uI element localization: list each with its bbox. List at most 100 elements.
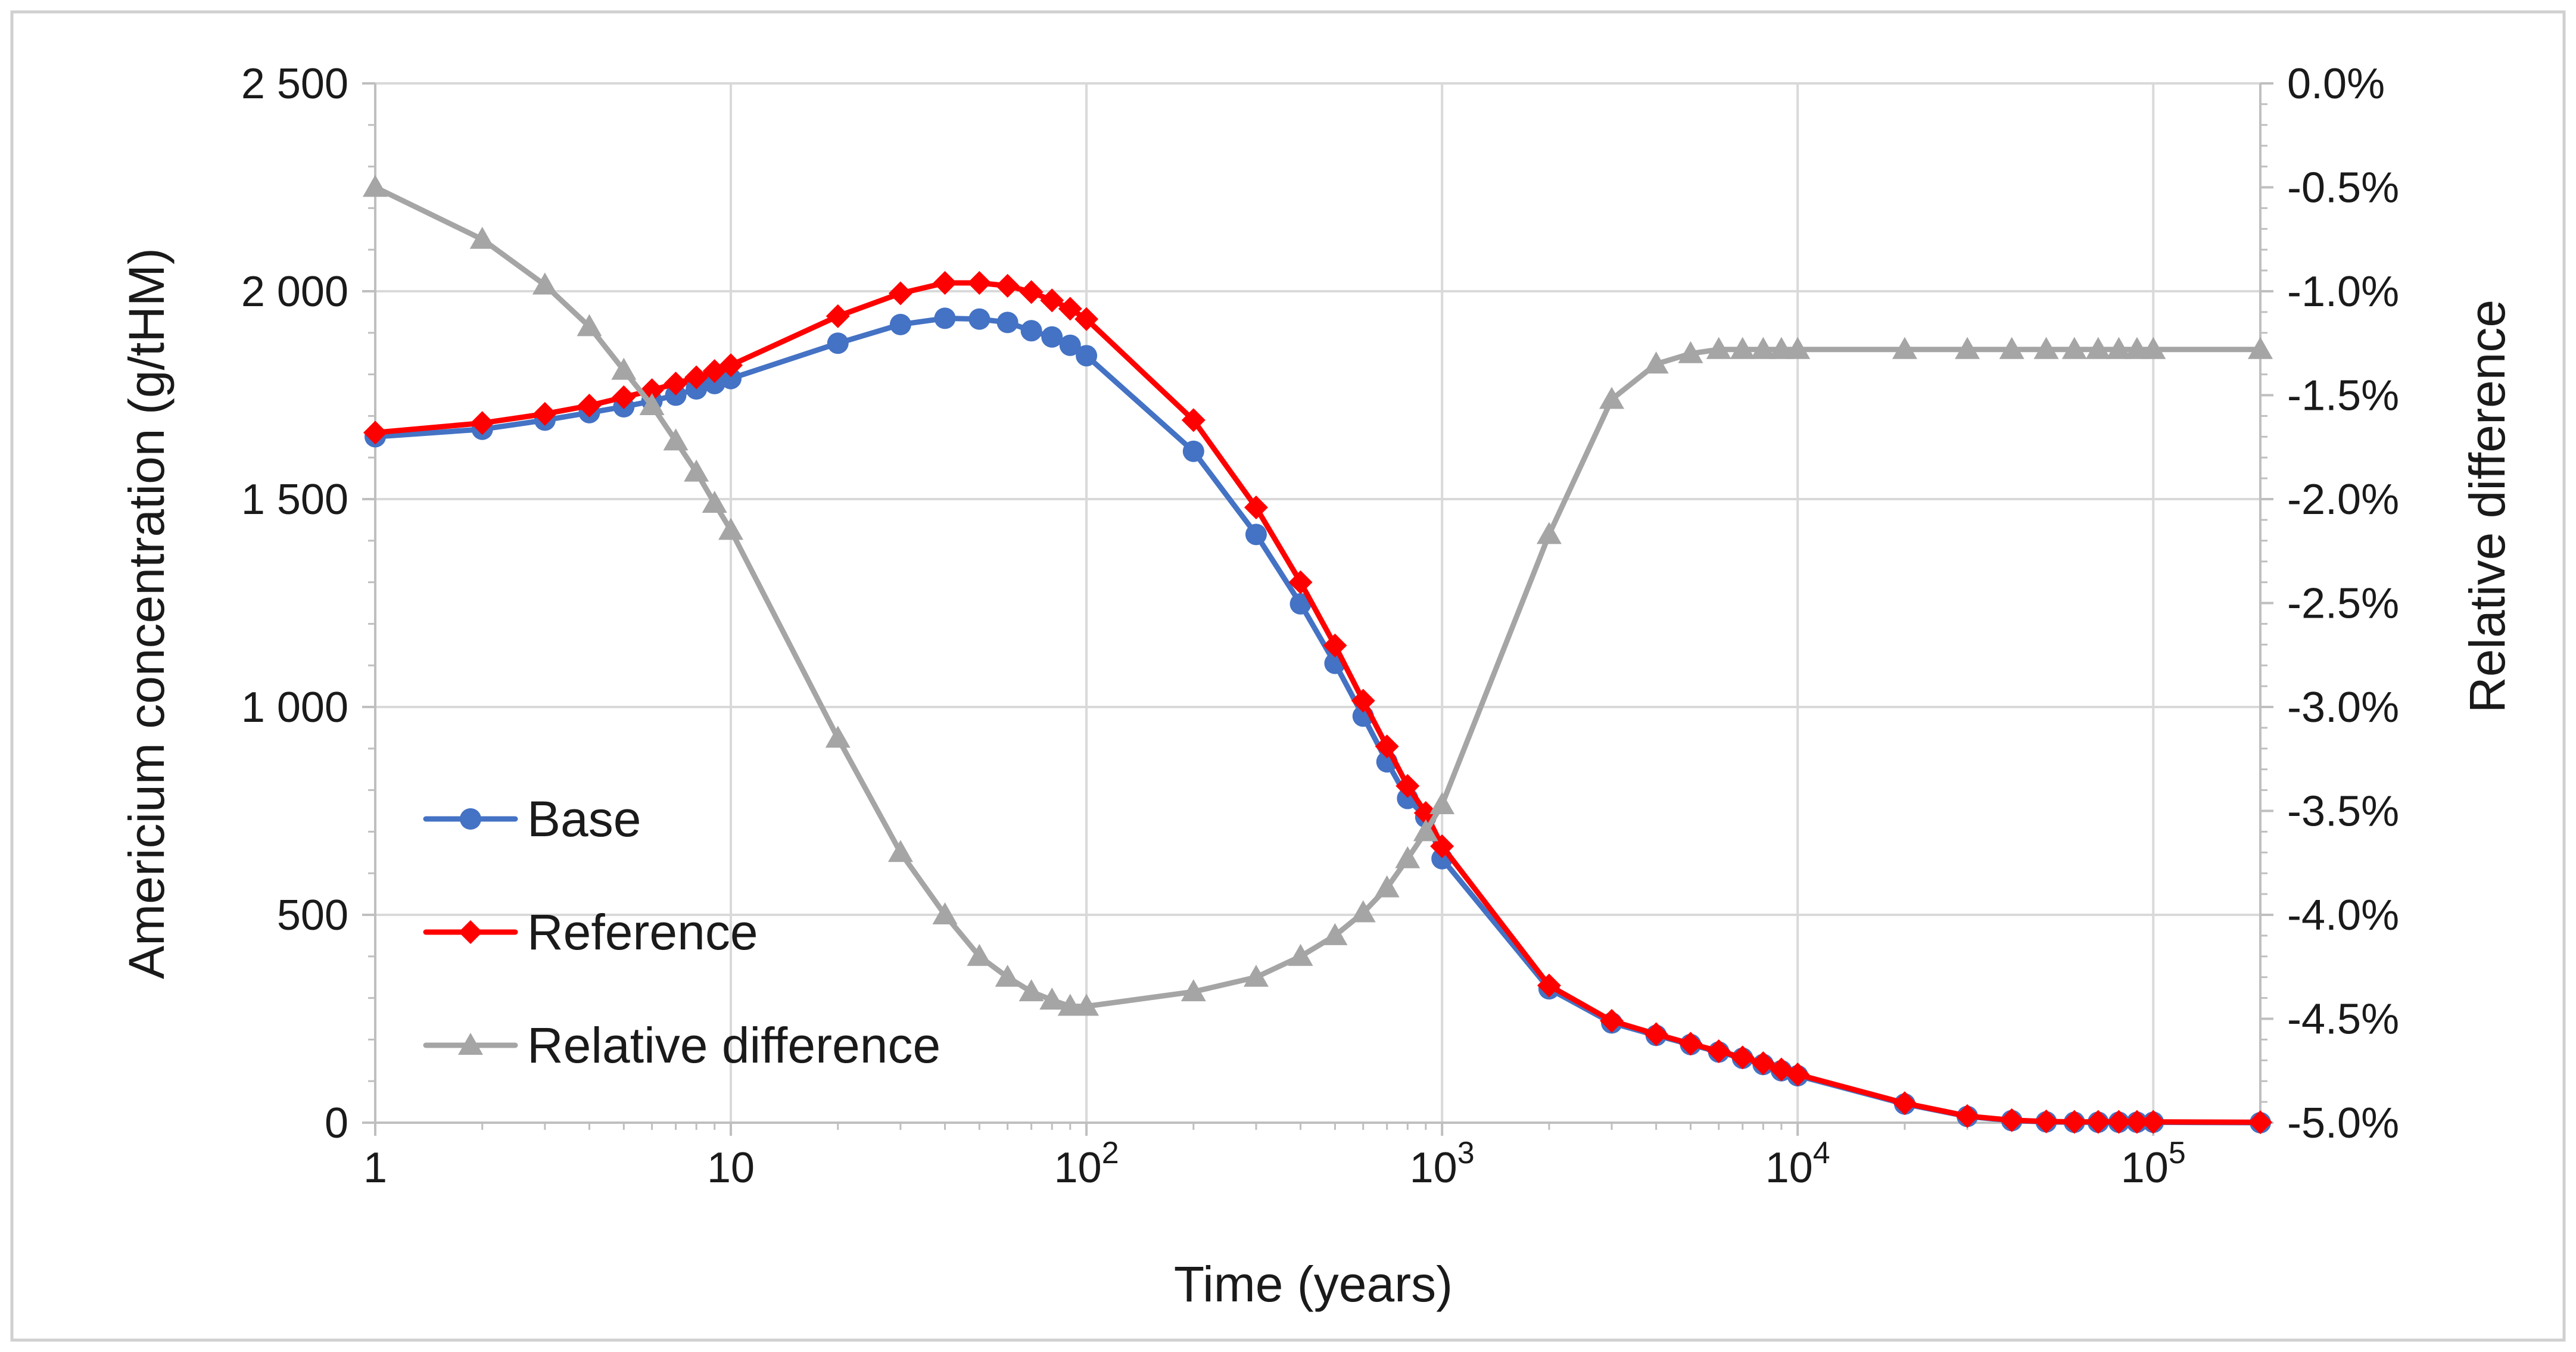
y2-tick-label: -4.5% (2287, 996, 2399, 1043)
data-point-relative-difference (1785, 337, 1811, 359)
data-point-relative-difference (639, 392, 665, 415)
data-point-reference (1751, 1051, 1776, 1076)
y-tick-label: 500 (277, 892, 348, 939)
y2-tick-label: -2.5% (2287, 580, 2399, 628)
y-tick-label: 1 500 (241, 476, 348, 524)
x-axis-title: Time (years) (1174, 1256, 1453, 1312)
data-point-relative-difference (1374, 875, 1400, 898)
data-point-relative-difference (1413, 819, 1438, 842)
y-axis-title: Americium concentration (g/tHM) (119, 248, 175, 979)
data-point-base (1182, 440, 1204, 462)
data-point-relative-difference (684, 459, 709, 482)
tick-labels: 0 500 1 000 1 500 2 000 2 500 0.0% -0.5% -1.0% -1… (241, 60, 2399, 1192)
data-point-relative-difference (1999, 337, 2024, 359)
series-layer (363, 175, 2273, 1135)
data-point-relative-difference (611, 357, 637, 380)
x-tick-label: 102 (1054, 1136, 1119, 1192)
data-point-reference (995, 273, 1020, 298)
data-point-reference (1351, 689, 1375, 713)
data-point-relative-difference (2085, 337, 2111, 359)
series-relative-difference (363, 175, 2273, 1016)
legend: Base Reference Relative difference (423, 791, 940, 1073)
data-point-reference (1244, 495, 1268, 519)
data-point-relative-difference (2248, 337, 2273, 359)
data-point-relative-difference (1288, 943, 1313, 966)
y2-axis-title: Relative difference (2459, 300, 2515, 713)
data-point-relative-difference (1018, 979, 1044, 1002)
data-point-relative-difference (2033, 337, 2059, 359)
data-point-reference (2141, 1110, 2166, 1134)
data-point-relative-difference (1706, 337, 1731, 359)
data-point-reference (1074, 307, 1099, 331)
data-point-relative-difference (1057, 993, 1083, 1016)
data-point-base (968, 308, 990, 330)
data-point-relative-difference (2061, 337, 2087, 359)
data-point-base (720, 367, 742, 390)
data-point-relative-difference (932, 902, 958, 924)
y2-tick-label: -1.5% (2287, 372, 2399, 420)
data-point-reference (1600, 1008, 1624, 1033)
data-point-reference (933, 271, 957, 295)
data-point-relative-difference (2106, 337, 2132, 359)
data-point-reference (2086, 1110, 2110, 1134)
data-point-reference (2107, 1110, 2131, 1134)
y2-tick-label: -1.0% (2287, 268, 2399, 316)
y-tick-label: 2 500 (241, 60, 348, 108)
data-point-base (1041, 326, 1063, 348)
x-tick-label: 105 (2121, 1136, 2186, 1192)
x-tick-label: 103 (1410, 1136, 1475, 1192)
data-point-base (1245, 524, 1267, 546)
data-point-relative-difference (1768, 337, 1794, 359)
data-point-reference (684, 365, 709, 390)
legend-item-base: Base (423, 791, 641, 847)
data-point-reference (612, 385, 636, 409)
y2-tick-label: 0.0% (2287, 60, 2385, 108)
data-point-reference (470, 411, 494, 435)
data-point-relative-difference (1599, 387, 1625, 409)
data-point-relative-difference (2124, 337, 2150, 359)
data-point-reference (1706, 1039, 1731, 1063)
data-point-relative-difference (1643, 351, 1669, 374)
data-point-reference (532, 401, 557, 426)
data-point-relative-difference (1429, 792, 1455, 815)
y-tick-label: 1 000 (241, 684, 348, 731)
data-point-base (827, 332, 849, 354)
y2-tick-label: -4.0% (2287, 892, 2399, 939)
data-point-relative-difference (577, 314, 602, 337)
data-point-base (934, 307, 956, 329)
legend-label-reference: Reference (527, 904, 758, 960)
data-point-relative-difference (1180, 979, 1206, 1002)
data-point-base (1020, 320, 1042, 342)
data-point-reference (2034, 1109, 2058, 1133)
data-point-reference (1058, 297, 1082, 321)
data-point-relative-difference (1730, 337, 1755, 359)
data-point-reference (1955, 1104, 1980, 1128)
y2-tick-label: -2.0% (2287, 476, 2399, 524)
data-point-reference (1181, 408, 1206, 432)
data-point-reference (1375, 734, 1399, 759)
y2-tick-label: -3.0% (2287, 684, 2399, 731)
data-point-reference (577, 393, 602, 418)
legend-marker-relative-difference (458, 1033, 483, 1055)
data-point-reference (1537, 973, 1561, 998)
y2-tick-label: -0.5% (2287, 164, 2399, 212)
legend-marker-base (460, 808, 481, 830)
legend-item-relative-difference: Relative difference (423, 1017, 940, 1073)
x-tick-label: 1 (363, 1144, 387, 1192)
data-point-relative-difference (887, 840, 913, 862)
data-point-relative-difference (995, 964, 1020, 987)
data-point-reference (1786, 1063, 1810, 1087)
x-tick-label: 10 (707, 1144, 755, 1192)
series-reference (363, 271, 2272, 1135)
data-point-relative-difference (967, 943, 992, 966)
data-point-relative-difference (718, 518, 744, 540)
data-point-reference (1396, 774, 1420, 798)
y2-tick-label: -5.0% (2287, 1099, 2399, 1147)
data-point-reference (888, 281, 912, 306)
data-point-reference (1999, 1108, 2024, 1132)
data-point-relative-difference (532, 272, 557, 295)
data-point-reference (2248, 1110, 2272, 1135)
data-point-reference (1323, 633, 1347, 658)
data-point-relative-difference (1750, 337, 1776, 359)
